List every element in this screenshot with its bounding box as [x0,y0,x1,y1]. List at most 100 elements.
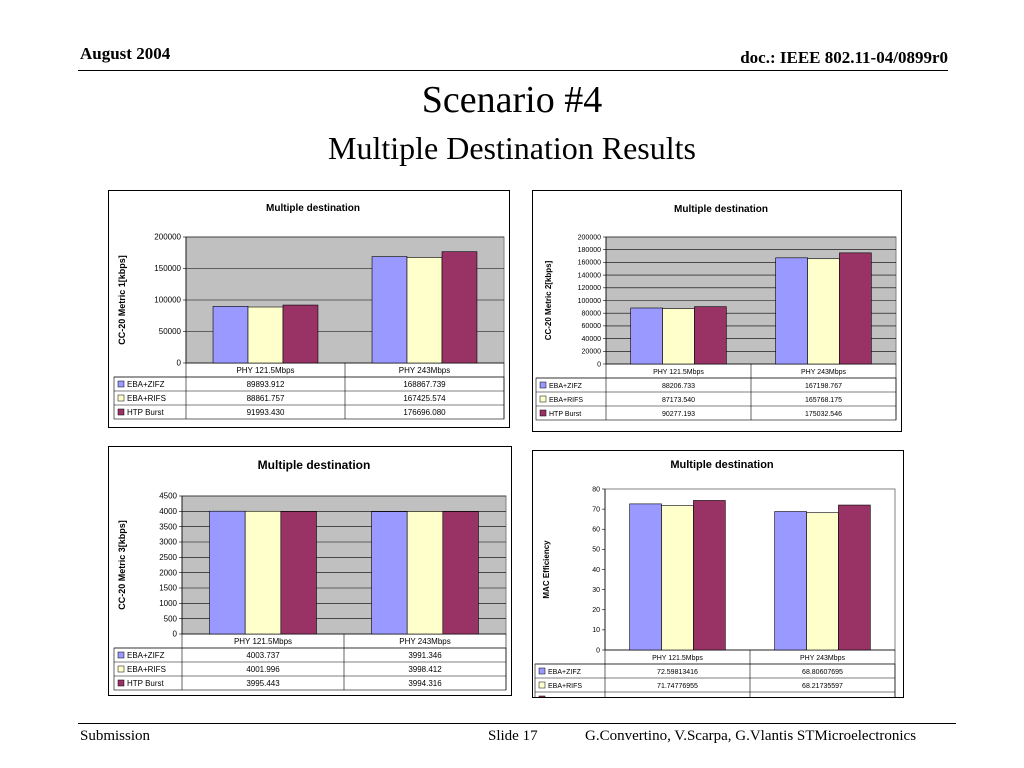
bar-eba-rifs-0 [662,308,695,365]
bar-eba-zifz-1 [774,511,807,651]
bar-htp-burst-0 [282,304,319,364]
y-tick-label: 3000 [159,538,177,547]
bar-htp-burst-1 [442,511,479,635]
bar-htp-burst-1 [838,504,871,651]
legend-label: HTP Burst [549,411,581,418]
y-tick-label: 70 [592,506,600,513]
data-table-value: 68.80607695 [802,669,843,676]
y-axis-label: CC-20 Metric 3[kbps] [117,520,127,610]
bar-htp-burst-1 [441,251,478,364]
y-tick-label: 180000 [578,247,601,254]
y-tick-label: 20000 [582,349,602,356]
data-table-value: 71.74776955 [657,683,698,690]
y-axis-label: CC-20 Metric 1[kbps] [117,255,127,345]
bar-eba-rifs-1 [406,257,443,364]
legend-swatch [117,394,125,402]
chart-title: Multiple destination [674,204,768,215]
y-tick-label: 200000 [578,234,601,241]
chart-svg: Multiple destination 0 50000 100000 150000 20… [113,203,505,420]
y-tick-label: 30 [592,587,600,594]
footer-submission: Submission [80,728,151,744]
y-tick-label: 80 [592,486,600,493]
chart-title: Multiple destination [670,459,774,471]
data-table-value: 3994.316 [408,679,442,688]
bar-htp-burst-0 [693,500,726,651]
bar-htp-burst-1 [839,252,872,365]
y-tick-label: 0 [177,359,182,368]
y-tick-label: 20 [592,607,600,614]
legend-label: EBA+ZIFZ [549,383,583,390]
legend-label: EBA+ZIFZ [548,669,582,676]
data-table-value: 88206.733 [662,383,695,390]
y-tick-label: 40000 [582,336,602,343]
legend-swatch [117,679,125,687]
bar-eba-zifz-1 [371,256,408,364]
chart-svg: Multiple destination 0 20000 40000 60000 8000… [535,204,897,421]
legend-swatch [117,651,125,659]
x-category-label: PHY 243Mbps [801,369,847,376]
y-tick-label: 0 [597,361,601,368]
legend-swatch [539,395,547,403]
bar-htp-burst-0 [694,306,727,365]
bar-eba-rifs-1 [806,512,839,651]
bar-eba-zifz-0 [630,307,663,365]
x-category-label: PHY 121.5Mbps [234,637,292,646]
y-tick-label: 120000 [578,285,601,292]
data-table-frame [113,647,507,691]
x-category-label: PHY 243Mbps [399,366,450,375]
x-category-label: PHY 243Mbps [800,655,846,662]
legend-label: EBA+ZIFZ [127,651,165,660]
bar-eba-rifs-0 [247,306,284,364]
y-tick-label: 160000 [578,260,601,267]
y-tick-label: 2000 [159,568,177,577]
chart-title: Multiple destination [266,203,360,214]
y-tick-label: 3500 [159,522,177,531]
chart-mac-efficiency: Multiple destination 0 10 20 30 40 50 60 70 80 MAC… [532,450,904,698]
legend-swatch [117,380,125,388]
data-table-value: 3998.412 [408,665,442,674]
bar-eba-rifs-1 [406,511,444,635]
y-tick-label: 0 [173,630,178,639]
x-category-label: PHY 121.5Mbps [652,655,703,662]
y-tick-label: 100000 [154,296,181,305]
data-table-value: 168867.739 [403,380,446,389]
header-divider [78,70,948,71]
y-tick-label: 4500 [159,492,177,501]
y-tick-label: 0 [596,647,600,654]
header-doc-number: doc.: IEEE 802.11-04/0899r0 [740,48,948,67]
slide-subtitle: Multiple Destination Results [328,130,696,166]
y-tick-label: 10 [592,627,600,634]
chart-metric-3: Multiple destination 0 500 1000 1500 2000 2500… [108,446,512,696]
y-tick-label: 50 [592,547,600,554]
bar-htp-burst-0 [280,511,317,635]
data-table-value: 175032.546 [805,411,842,418]
bar-eba-rifs-0 [244,510,282,635]
y-tick-label: 500 [164,614,178,623]
legend-swatch [538,667,546,675]
y-axis-label: CC-20 Metric 2[kbps] [544,260,553,340]
y-tick-label: 2500 [159,553,177,562]
legend-label: EBA+RIFS [549,397,583,404]
chart-metric-1: Multiple destination 0 50000 100000 150000 20… [108,190,510,428]
bar-eba-zifz-1 [371,511,408,635]
data-table-value: 165768.175 [805,397,842,404]
y-tick-label: 4000 [159,507,177,516]
y-tick-label: 1500 [159,584,177,593]
chart-svg: Multiple destination 0 500 1000 1500 2000 2500… [113,458,507,691]
data-table-value: 167425.574 [403,394,446,403]
data-table-value: 3991.346 [408,651,442,660]
data-table-value: 176696.080 [403,408,446,417]
legend-label: HTP Burst [127,679,165,688]
legend-swatch [538,681,546,689]
bar-eba-zifz-0 [209,510,246,635]
y-tick-label: 50000 [159,327,182,336]
y-tick-label: 60000 [582,323,602,330]
data-table-value: 90277.193 [662,411,695,418]
y-tick-label: 80000 [582,311,602,318]
data-table-value: 87173.540 [662,397,695,404]
bar-eba-zifz-1 [775,257,808,365]
legend-swatch [539,381,547,389]
y-tick-label: 200000 [154,233,181,242]
legend-label: EBA+ZIFZ [127,380,165,389]
y-tick-label: 100000 [578,298,601,305]
